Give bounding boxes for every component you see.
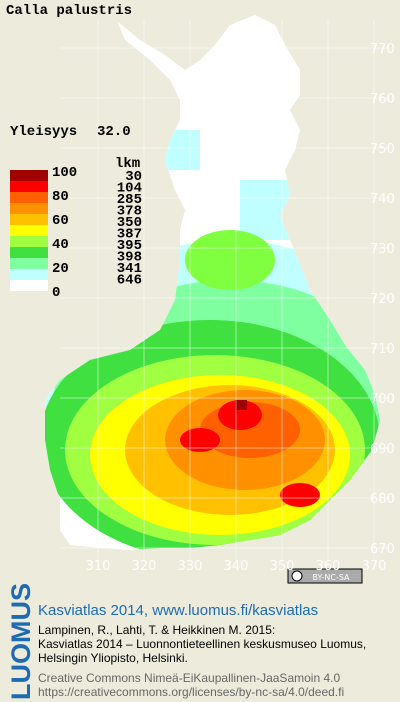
finland-map xyxy=(45,15,380,550)
logo: LUOMUS xyxy=(6,583,36,700)
easting-label: 320 xyxy=(132,559,157,574)
northing-label: 670 xyxy=(370,542,395,557)
legend-count: 646 xyxy=(117,273,142,289)
legend-swatch xyxy=(10,247,48,258)
easting-label: 370 xyxy=(362,559,387,574)
legend-swatch xyxy=(10,181,48,192)
legend-swatch xyxy=(10,236,48,247)
legend-swatch xyxy=(10,258,48,269)
species-title: Calla palustris xyxy=(6,3,132,19)
legend-scale-label: 80 xyxy=(52,189,69,205)
legend: 100 80 60 40 20 0 3010428537835038739539834164… xyxy=(10,165,142,301)
easting-label: 310 xyxy=(86,559,111,574)
legend-count: 378 xyxy=(117,204,142,220)
legend-swatch xyxy=(10,170,48,181)
northing-label: 700 xyxy=(370,392,395,407)
legend-count: 395 xyxy=(117,238,142,254)
footer: Lampinen, R., Lahti, T. & Heikkinen M. 2… xyxy=(38,623,366,699)
license-line: https://creativecommons.org/licenses/by-… xyxy=(38,685,344,699)
count-header: lkm xyxy=(115,156,140,172)
legend-count: 387 xyxy=(117,227,142,243)
license-badge: BY-NC-SA xyxy=(287,568,363,584)
northing-label: 690 xyxy=(370,442,395,457)
legend-swatch xyxy=(10,214,48,225)
legend-swatch xyxy=(10,225,48,236)
northing-label: 770 xyxy=(370,42,395,57)
license-line: Creative Commons Nimeä-EiKaupallinen-Jaa… xyxy=(38,671,340,685)
legend-scale-label: 0 xyxy=(52,285,60,301)
atlas-link[interactable]: Kasviatlas 2014, www.luomus.fi/kasviatla… xyxy=(38,602,318,619)
legend-swatch xyxy=(10,203,48,214)
legend-count: 341 xyxy=(117,261,142,277)
legend-scale-label: 20 xyxy=(52,261,69,277)
grid-lines xyxy=(60,20,390,560)
northing-label: 750 xyxy=(370,142,395,157)
citation-line: Helsingin Yliopisto, Helsinki. xyxy=(38,651,188,665)
northing-label: 680 xyxy=(370,492,395,507)
citation-line: Lampinen, R., Lahti, T. & Heikkinen M. 2… xyxy=(38,623,275,637)
frequency-label: Yleisyys xyxy=(10,124,77,140)
badge-text: BY-NC-SA xyxy=(312,573,350,582)
northing-label: 710 xyxy=(370,342,395,357)
legend-count: 30 xyxy=(125,169,142,185)
northing-label: 730 xyxy=(370,242,395,257)
legend-count: 350 xyxy=(117,215,142,231)
citation-line: Kasviatlas 2014 – Luonnontieteellinen ke… xyxy=(38,637,366,651)
northing-label: 720 xyxy=(370,292,395,307)
legend-count: 398 xyxy=(117,250,142,266)
easting-label: 340 xyxy=(224,559,249,574)
legend-swatch xyxy=(10,280,48,291)
legend-count: 285 xyxy=(117,192,142,208)
legend-scale-label: 60 xyxy=(52,213,69,229)
easting-label: 360 xyxy=(316,559,341,574)
frequency-value: 32.0 xyxy=(97,124,131,140)
northing-label: 740 xyxy=(370,192,395,207)
easting-label: 330 xyxy=(178,559,203,574)
legend-swatch xyxy=(10,192,48,203)
legend-scale-label: 40 xyxy=(52,237,69,253)
northing-label: 760 xyxy=(370,92,395,107)
legend-scale-label: 100 xyxy=(52,165,77,181)
legend-count: 104 xyxy=(117,181,142,197)
easting-label: 350 xyxy=(270,559,295,574)
legend-swatch xyxy=(10,269,48,280)
